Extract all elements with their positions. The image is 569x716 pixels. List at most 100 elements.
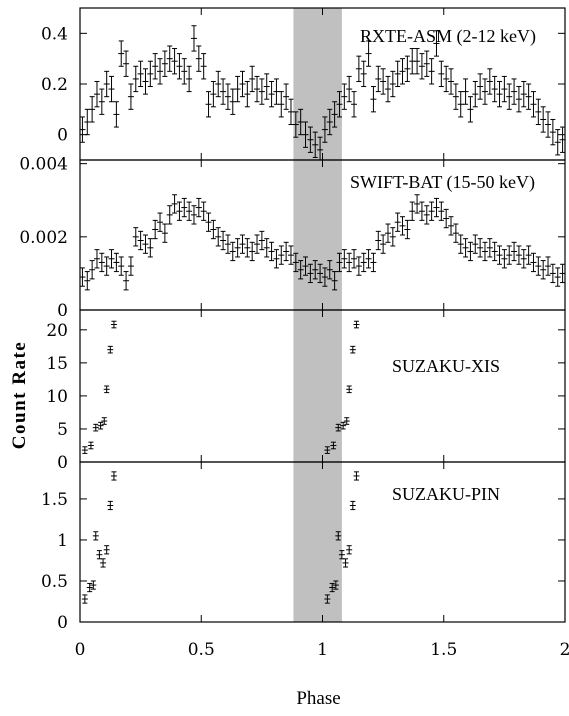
- data-point: [438, 60, 445, 88]
- data-point: [384, 223, 391, 243]
- data-point: [101, 417, 108, 425]
- data-point: [452, 223, 459, 243]
- data-point: [326, 108, 333, 136]
- data-point: [330, 441, 337, 450]
- data-point: [491, 75, 498, 103]
- data-point: [443, 65, 450, 93]
- data-point: [302, 256, 309, 276]
- data-point: [234, 238, 241, 258]
- data-point: [249, 65, 256, 93]
- data-point: [326, 260, 333, 280]
- panel-label: SWIFT-BAT (15-50 keV): [350, 172, 535, 193]
- data-point: [443, 208, 450, 229]
- data-point: [268, 241, 275, 262]
- data-point: [292, 252, 299, 273]
- data-point: [161, 223, 168, 243]
- data-point: [87, 441, 94, 450]
- data-point: [312, 260, 319, 280]
- data-point: [457, 234, 464, 254]
- data-point: [321, 267, 328, 287]
- x-tick-label: 2: [560, 640, 569, 660]
- data-point: [229, 88, 236, 115]
- data-point: [452, 83, 459, 110]
- y-tick-label: 1: [57, 531, 68, 551]
- data-point: [93, 249, 100, 269]
- data-point: [190, 25, 197, 52]
- data-point: [97, 421, 104, 430]
- data-point: [525, 245, 532, 265]
- panel-label: SUZAKU-XIS: [392, 356, 500, 376]
- data-point: [96, 550, 103, 560]
- data-point: [370, 86, 377, 113]
- data-point: [92, 423, 99, 432]
- data-point: [157, 212, 164, 232]
- data-point: [249, 241, 256, 262]
- data-point: [365, 40, 372, 67]
- data-point: [384, 75, 391, 103]
- data-point: [365, 249, 372, 269]
- data-point: [351, 249, 358, 269]
- data-point: [545, 111, 552, 138]
- data-point: [81, 594, 88, 604]
- data-point: [278, 245, 285, 265]
- data-point: [329, 582, 336, 593]
- data-point: [103, 70, 110, 98]
- data-point: [515, 245, 522, 265]
- data-point: [283, 83, 290, 110]
- data-point: [79, 267, 86, 287]
- y-tick-label: 15: [46, 354, 68, 374]
- data-point: [389, 70, 396, 98]
- data-point: [355, 256, 362, 276]
- data-point: [100, 558, 107, 568]
- data-point: [176, 201, 183, 221]
- data-point: [103, 385, 110, 394]
- panels-group: 0 0.2 0.4 RXTE-ASM (2-12 keV) 0 0.002 0.004 SWI…: [19, 7, 566, 633]
- data-point: [118, 40, 125, 67]
- data-point: [234, 75, 241, 103]
- data-point: [98, 88, 105, 115]
- data-point: [224, 234, 231, 254]
- data-point: [414, 48, 421, 75]
- data-point: [394, 212, 401, 232]
- data-point: [423, 205, 430, 225]
- x-tick-label: 1.5: [430, 640, 457, 660]
- data-point: [132, 65, 139, 93]
- data-point: [312, 131, 319, 158]
- data-point: [220, 230, 227, 251]
- data-point: [302, 121, 309, 148]
- data-point: [414, 194, 421, 214]
- data-point: [166, 205, 173, 225]
- data-point: [224, 83, 231, 110]
- y-tick-label: 1.5: [41, 490, 68, 510]
- panel-4: 0 0.5 1 1.5 SUZAKU-PIN: [41, 461, 566, 633]
- data-point: [205, 91, 212, 118]
- data-point: [273, 78, 280, 105]
- data-point: [448, 216, 455, 236]
- data-point: [210, 80, 217, 108]
- y-tick-label: 0: [57, 126, 68, 146]
- data-point: [239, 234, 246, 254]
- data-point: [335, 531, 342, 541]
- data-point: [496, 245, 503, 265]
- data-point: [107, 345, 114, 354]
- data-point: [418, 53, 425, 80]
- data-point: [380, 68, 387, 95]
- data-point: [103, 545, 110, 555]
- data-point: [287, 98, 294, 126]
- data-point: [108, 75, 115, 103]
- data-point: [137, 230, 144, 251]
- data-point: [346, 545, 353, 555]
- data-point: [515, 86, 522, 113]
- data-point: [287, 245, 294, 265]
- data-point: [132, 227, 139, 247]
- data-point: [321, 116, 328, 143]
- data-point: [98, 252, 105, 273]
- data-point: [324, 446, 331, 454]
- data-point: [244, 80, 251, 108]
- data-point: [81, 446, 88, 454]
- data-point: [229, 241, 236, 262]
- data-point: [110, 320, 117, 329]
- data-point: [554, 267, 561, 287]
- data-point: [501, 249, 508, 269]
- data-point: [530, 252, 537, 273]
